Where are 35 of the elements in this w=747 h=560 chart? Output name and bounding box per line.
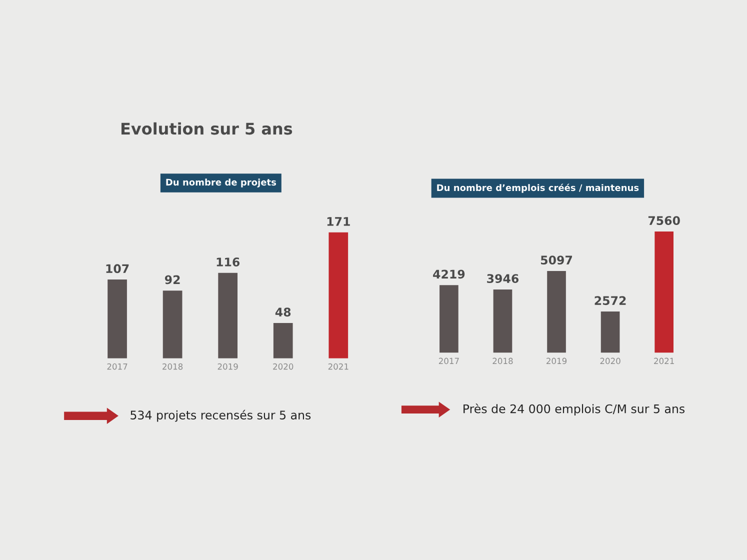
chart-subtitle: Du nombre de projets <box>166 178 276 188</box>
data-label: 48 <box>275 308 291 317</box>
x-tick-label: 2017 <box>107 363 128 370</box>
bar <box>493 289 512 353</box>
text: Près de 24 000 emplois C/M sur 5 ans <box>464 404 685 416</box>
bar <box>162 290 182 358</box>
x-tick-label: 2020 <box>273 363 294 370</box>
text: 534 projets recensés sur 5 ans <box>130 410 311 422</box>
data-label: 107 <box>106 264 129 274</box>
x-tick-label: 2017 <box>438 358 459 364</box>
x-tick-label: 2018 <box>492 358 513 364</box>
bar <box>547 270 566 353</box>
x-tick-label: 2019 <box>546 358 567 364</box>
data-label: 92 <box>164 275 180 284</box>
bar <box>218 272 238 358</box>
data-label: 5097 <box>541 256 572 265</box>
bar <box>273 323 293 358</box>
x-tick-label: 2021 <box>654 358 674 364</box>
bar <box>600 312 620 353</box>
data-label: 171 <box>327 217 350 226</box>
chart-subtitle: Du nombre d’emplois créés / maintenus <box>437 184 639 193</box>
data-label: 3946 <box>487 274 519 284</box>
data-label: 2572 <box>594 296 626 306</box>
bar <box>328 232 348 358</box>
data-label: 116 <box>216 258 240 266</box>
bar <box>654 231 674 353</box>
x-tick-label: 2021 <box>328 363 348 370</box>
bar <box>440 285 458 353</box>
data-label: 4219 <box>433 270 465 279</box>
chart-title: Evolution sur 5 ans <box>122 122 292 135</box>
data-label: 7560 <box>648 216 680 226</box>
x-tick-label: 2019 <box>218 363 238 370</box>
x-tick-label: 2020 <box>600 358 620 364</box>
x-tick-label: 2018 <box>162 363 183 370</box>
bar <box>108 280 127 358</box>
